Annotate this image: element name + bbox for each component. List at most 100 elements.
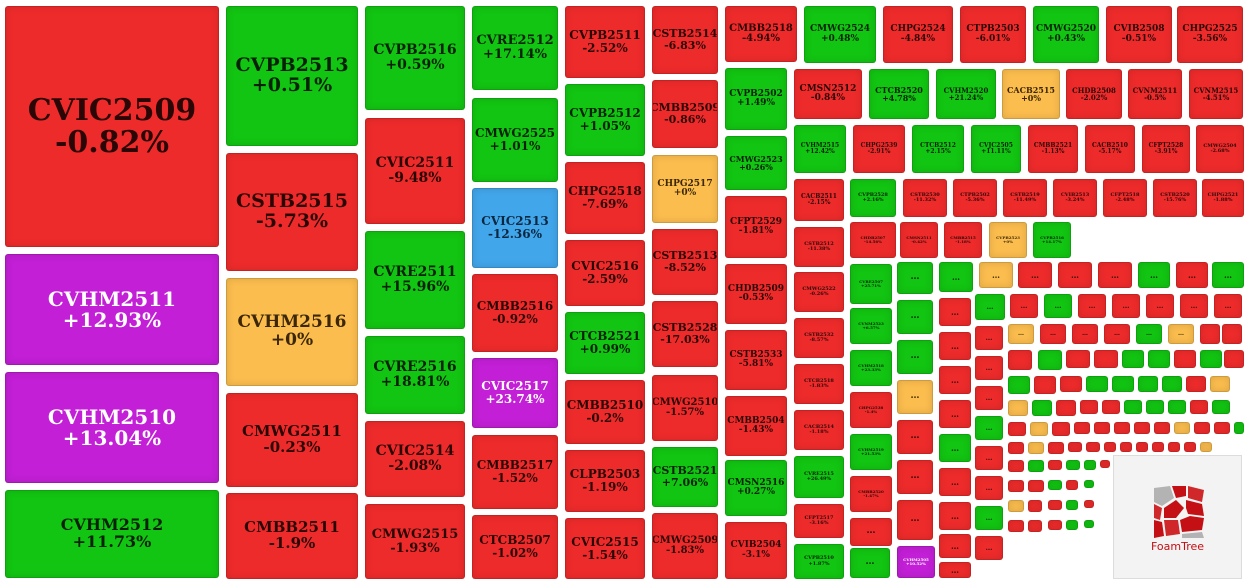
tile-cvre2516[interactable]: CVRE2516 +18.81% <box>365 336 465 414</box>
tile-cvnm2523[interactable]: CVNM2523 +6.57% <box>850 308 892 344</box>
tile-cvpb2510[interactable]: CVPB2510 +1.87% <box>794 544 844 579</box>
tile-small[interactable] <box>1212 400 1230 414</box>
tile-small[interactable]: … <box>939 400 971 428</box>
tile-chdb2508[interactable]: CHDB2508 -2.02% <box>1066 69 1122 119</box>
tile-small[interactable]: … <box>1180 294 1208 318</box>
tile-cstb2528[interactable]: CSTB2528 -17.03% <box>652 301 718 367</box>
tile-cvhm2516[interactable]: CVHM2516 +0% <box>226 278 358 386</box>
tile-small[interactable] <box>1148 350 1170 368</box>
tile-small[interactable] <box>1134 422 1150 434</box>
tile-cmwg2523[interactable]: CMWG2523 +0.26% <box>725 136 787 190</box>
tile-small[interactable] <box>1066 500 1078 510</box>
tile-cacb2511[interactable]: CACB2511 -2.15% <box>794 179 844 221</box>
tile-small[interactable] <box>1094 422 1110 434</box>
tile-cmbb2516[interactable]: CMBB2516 -0.92% <box>472 274 558 352</box>
tile-cvic2514[interactable]: CVIC2514 -2.08% <box>365 421 465 497</box>
tile-small[interactable]: … <box>939 468 971 496</box>
tile-small[interactable]: … <box>1058 262 1092 288</box>
tile-cvpb2516[interactable]: CVPB2516 +14.17% <box>1033 222 1071 258</box>
tile-small[interactable] <box>1100 460 1110 468</box>
tile-small[interactable] <box>1084 480 1094 488</box>
tile-small[interactable] <box>1174 422 1190 434</box>
tile-cvib2508[interactable]: CVIB2508 -0.51% <box>1106 6 1172 63</box>
tile-small[interactable] <box>1056 400 1076 416</box>
tile-cmsn2512[interactable]: CMSN2512 -0.84% <box>794 69 862 119</box>
tile-cmbb2515[interactable]: CMBB2515 -1.18% <box>944 222 982 258</box>
tile-small[interactable] <box>1102 400 1120 414</box>
tile-small[interactable] <box>1186 376 1206 392</box>
tile-small[interactable]: … <box>975 476 1003 500</box>
tile-small[interactable]: … <box>975 326 1003 350</box>
tile-small[interactable] <box>1138 376 1158 392</box>
tile-small[interactable] <box>1034 376 1056 394</box>
tile-cfpt2518[interactable]: CFPT2518 -2.48% <box>1103 179 1147 217</box>
tile-cmwg2520[interactable]: CMWG2520 +0.43% <box>1033 6 1099 63</box>
tile-small[interactable]: … <box>850 548 890 578</box>
tile-small[interactable] <box>1168 400 1186 414</box>
tile-cvic2517[interactable]: CVIC2517 +23.74% <box>472 358 558 428</box>
tile-cmbb2511[interactable]: CMBB2511 -1.9% <box>226 493 358 579</box>
tile-small[interactable]: … <box>1098 262 1132 288</box>
tile-cvjc2505[interactable]: CVJC2505 +11.11% <box>971 125 1021 173</box>
tile-small[interactable]: … <box>897 380 933 414</box>
tile-cmwg2515[interactable]: CMWG2515 -1.93% <box>365 504 465 579</box>
tile-cmsn2511[interactable]: CMSN2511 -0.42% <box>900 222 938 258</box>
tile-small[interactable] <box>1184 442 1196 452</box>
tile-clpb2503[interactable]: CLPB2503 -1.19% <box>565 450 645 512</box>
tile-small[interactable] <box>1174 350 1196 368</box>
tile-small[interactable]: … <box>897 460 933 494</box>
tile-chdb2509[interactable]: CHDB2509 -0.53% <box>725 264 787 324</box>
tile-small[interactable] <box>1190 400 1208 414</box>
tile-cvnm2515[interactable]: CVNM2515 -4.51% <box>1189 69 1243 119</box>
tile-cvre2515[interactable]: CVRE2515 +26.49% <box>794 456 844 498</box>
tile-small[interactable]: … <box>939 366 971 394</box>
tile-small[interactable]: … <box>1044 294 1072 318</box>
tile-cvpb2523[interactable]: CVPB2523 +0% <box>989 222 1027 258</box>
tile-small[interactable]: … <box>1072 324 1098 344</box>
tile-cvre2507[interactable]: CVRE2507 +25.71% <box>850 264 892 304</box>
tile-cvpb2502[interactable]: CVPB2502 +1.49% <box>725 68 787 130</box>
tile-cstb2513[interactable]: CSTB2513 -8.52% <box>652 229 718 295</box>
tile-small[interactable]: … <box>1176 262 1208 288</box>
tile-small[interactable] <box>1028 442 1044 454</box>
tile-small[interactable] <box>1060 376 1082 392</box>
tile-cstb2512[interactable]: CSTB2512 -11.38% <box>794 227 844 267</box>
tile-ctcb2520[interactable]: CTCB2520 +4.78% <box>869 69 929 119</box>
tile-cstb2533[interactable]: CSTB2533 -5.81% <box>725 330 787 390</box>
tile-small[interactable] <box>1086 376 1108 392</box>
tile-small[interactable]: … <box>1212 262 1244 288</box>
tile-small[interactable] <box>1048 480 1062 490</box>
tile-chpg2517[interactable]: CHPG2517 +0% <box>652 155 718 223</box>
tile-cvhm2519[interactable]: CVHM2519 +21.53% <box>850 434 892 470</box>
tile-chdb2507[interactable]: CHDB2507 -14.56% <box>850 222 896 258</box>
tile-small[interactable] <box>1066 350 1090 368</box>
tile-cvhm2515[interactable]: CVHM2515 +12.42% <box>794 125 846 173</box>
tile-small[interactable] <box>1028 460 1044 472</box>
tile-small[interactable]: … <box>897 500 933 540</box>
tile-small[interactable] <box>1008 460 1024 472</box>
tile-small[interactable]: … <box>975 506 1003 530</box>
tile-small[interactable] <box>1210 376 1230 392</box>
tile-cmwg2509[interactable]: CMWG2509 -1.83% <box>652 513 718 579</box>
tile-small[interactable] <box>1008 422 1026 436</box>
tile-cstb2514[interactable]: CSTB2514 -6.83% <box>652 6 718 74</box>
tile-small[interactable] <box>1028 480 1044 492</box>
tile-small[interactable]: … <box>975 536 1003 560</box>
tile-small[interactable] <box>1048 460 1062 470</box>
tile-cvic2513[interactable]: CVIC2513 -12.36% <box>472 188 558 268</box>
tile-small[interactable]: … <box>1146 294 1174 318</box>
tile-small[interactable] <box>1214 422 1230 434</box>
tile-small[interactable] <box>1194 422 1210 434</box>
tile-cvib2504[interactable]: CVIB2504 -3.1% <box>725 522 787 579</box>
tile-cvic2516[interactable]: CVIC2516 -2.59% <box>565 240 645 306</box>
tile-small[interactable] <box>1084 520 1094 528</box>
tile-small[interactable] <box>1120 442 1132 452</box>
tile-cmbb2504[interactable]: CMBB2504 -1.43% <box>725 396 787 456</box>
tile-cvhm2520[interactable]: CVHM2520 +21.24% <box>936 69 996 119</box>
tile-chpg2525[interactable]: CHPG2525 -3.56% <box>1177 6 1243 63</box>
tile-cvic2509[interactable]: CVIC2509 -0.82% <box>5 6 219 247</box>
foamtree-logo[interactable]: FoamTree <box>1113 455 1242 579</box>
tile-cstb2515[interactable]: CSTB2515 -5.73% <box>226 153 358 271</box>
tile-cmwg2510[interactable]: CMWG2510 -1.57% <box>652 375 718 441</box>
tile-small[interactable] <box>1168 442 1180 452</box>
